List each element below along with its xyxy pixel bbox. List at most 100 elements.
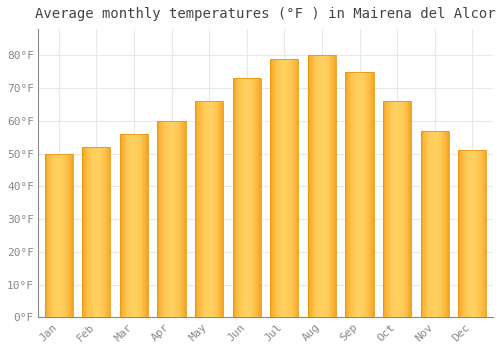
Bar	[296, 58, 298, 317]
Bar	[478, 150, 479, 317]
Bar	[195, 101, 196, 317]
Bar	[406, 101, 408, 317]
Bar	[182, 121, 183, 317]
Bar	[291, 58, 292, 317]
Bar	[195, 101, 224, 317]
Bar	[386, 101, 387, 317]
Bar	[121, 134, 122, 317]
Bar	[168, 121, 169, 317]
Bar	[198, 101, 199, 317]
Bar	[351, 72, 352, 317]
Bar	[236, 78, 238, 317]
Bar	[320, 55, 321, 317]
Bar	[372, 72, 374, 317]
Bar	[222, 101, 224, 317]
Bar	[202, 101, 203, 317]
Bar	[482, 150, 484, 317]
Bar	[293, 58, 294, 317]
Bar	[69, 154, 70, 317]
Bar	[46, 154, 48, 317]
Bar	[356, 72, 357, 317]
Bar	[402, 101, 403, 317]
Bar	[360, 72, 362, 317]
Bar	[232, 78, 234, 317]
Bar	[215, 101, 216, 317]
Bar	[448, 131, 449, 317]
Bar	[134, 134, 135, 317]
Bar	[362, 72, 364, 317]
Bar	[308, 55, 336, 317]
Bar	[446, 131, 447, 317]
Bar	[180, 121, 181, 317]
Bar	[276, 58, 277, 317]
Bar	[177, 121, 178, 317]
Bar	[199, 101, 200, 317]
Bar	[170, 121, 172, 317]
Bar	[86, 147, 87, 317]
Bar	[44, 154, 46, 317]
Bar	[481, 150, 482, 317]
Bar	[408, 101, 410, 317]
Bar	[475, 150, 476, 317]
Bar	[444, 131, 445, 317]
Bar	[477, 150, 478, 317]
Bar	[138, 134, 140, 317]
Bar	[178, 121, 179, 317]
Bar	[106, 147, 108, 317]
Bar	[350, 72, 351, 317]
Bar	[398, 101, 399, 317]
Bar	[68, 154, 69, 317]
Bar	[384, 101, 385, 317]
Bar	[211, 101, 212, 317]
Bar	[83, 147, 84, 317]
Bar	[370, 72, 371, 317]
Bar	[55, 154, 56, 317]
Bar	[142, 134, 144, 317]
Bar	[257, 78, 258, 317]
Bar	[44, 154, 73, 317]
Bar	[122, 134, 124, 317]
Bar	[82, 147, 110, 317]
Bar	[309, 55, 310, 317]
Bar	[72, 154, 73, 317]
Bar	[144, 134, 146, 317]
Bar	[165, 121, 166, 317]
Bar	[410, 101, 412, 317]
Bar	[137, 134, 138, 317]
Bar	[324, 55, 325, 317]
Bar	[104, 147, 105, 317]
Bar	[94, 147, 96, 317]
Bar	[352, 72, 353, 317]
Bar	[401, 101, 402, 317]
Bar	[366, 72, 367, 317]
Bar	[365, 72, 366, 317]
Bar	[383, 101, 384, 317]
Bar	[197, 101, 198, 317]
Bar	[179, 121, 180, 317]
Bar	[128, 134, 130, 317]
Bar	[53, 154, 54, 317]
Bar	[357, 72, 358, 317]
Bar	[461, 150, 462, 317]
Bar	[96, 147, 98, 317]
Bar	[241, 78, 242, 317]
Bar	[431, 131, 432, 317]
Bar	[312, 55, 314, 317]
Bar	[57, 154, 58, 317]
Bar	[348, 72, 349, 317]
Bar	[206, 101, 208, 317]
Bar	[218, 101, 220, 317]
Bar	[244, 78, 245, 317]
Bar	[388, 101, 390, 317]
Bar	[208, 101, 209, 317]
Bar	[392, 101, 394, 317]
Bar	[371, 72, 372, 317]
Bar	[270, 58, 298, 317]
Bar	[280, 58, 281, 317]
Bar	[435, 131, 436, 317]
Bar	[163, 121, 164, 317]
Bar	[213, 101, 214, 317]
Bar	[328, 55, 330, 317]
Bar	[220, 101, 222, 317]
Bar	[447, 131, 448, 317]
